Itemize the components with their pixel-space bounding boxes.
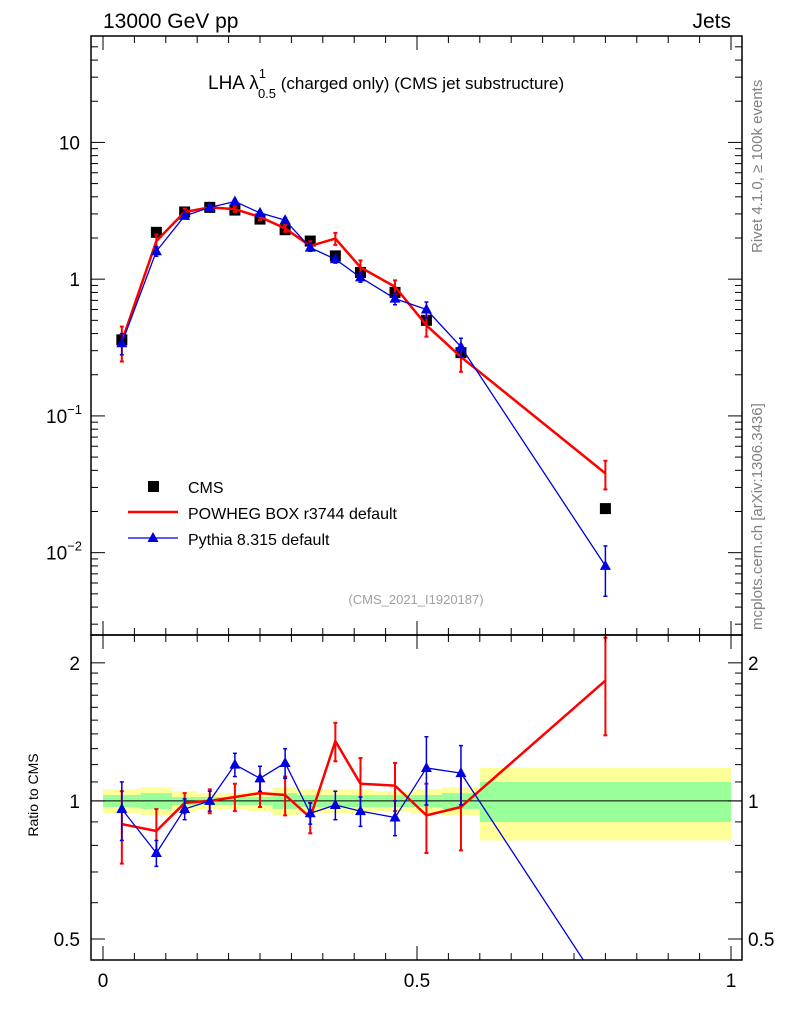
pythia-ratio-point [304,807,316,818]
pythia-point [229,195,241,206]
ratio-xtick-label: 0 [98,971,109,992]
pythia-ratio-point [455,767,467,778]
pythia-ratio-point [389,811,401,822]
main-ytick-label: 1 [69,270,80,291]
ratio-ytick-label-right: 1 [748,792,759,813]
cms-point [150,226,162,238]
header-right: Jets [692,10,731,33]
ratio-xtick-label: 0.5 [404,971,430,992]
legend-cms-label: CMS [188,480,224,497]
pythia-point [116,337,128,348]
pythia-ratio-point [279,756,291,767]
pythia-point [329,253,341,264]
pythia-ratio-line [121,762,585,960]
powheg-ratio-line [121,679,607,833]
main-ytick-label: 10−2 [46,539,82,565]
ratio-xtick-label: 1 [726,971,737,992]
legend-powheg-label: POWHEG BOX r3744 default [188,506,398,523]
pythia-point [204,201,216,212]
ratio-ytick-label-right: 0.5 [748,930,774,951]
main-ytick-base: 10 [46,544,67,565]
main-ytick-label: 10−1 [46,402,82,428]
main-ytick-label: 10 [59,133,80,154]
pythia-point [455,340,467,351]
ratio-band-inner [479,781,731,822]
legend: CMS POWHEG BOX r3744 default Pythia 8.31… [128,480,398,549]
title-suffix: (charged only) (CMS jet substructure) [276,74,564,93]
cms-point [599,503,611,515]
ratio-uncertainty-bands [91,767,742,841]
rivet-label: Rivet 4.1.0, ≥ 100k events [749,80,766,253]
ratio-ytick-label-left: 2 [69,654,80,675]
main-ytick-base: 10 [46,407,67,428]
pythia-ratio-point [179,803,191,814]
title-prefix: LHA λ [208,73,259,94]
ratio-ytick-label-right: 2 [748,654,759,675]
pythia-ratio-point [329,798,341,809]
ratio-ytick-label-left: 1 [69,792,80,813]
pythia-line [121,200,606,567]
pythia-point [599,559,611,570]
plot-title: LHA λ1 0.5 (charged only) (CMS jet substr… [208,66,564,101]
pythia-ratio-point [229,758,241,769]
pythia-point [304,241,316,252]
pythia-ratio-point [150,846,162,857]
pythia-point [179,209,191,220]
pythia-point [389,292,401,303]
main-ytick-exp: −2 [67,539,82,554]
pythia-point [279,214,291,225]
header-left: 13000 GeV pp [103,10,238,33]
pythia-point [254,206,266,217]
ratio-ylabel: Ratio to CMS [25,753,41,836]
ratio-plot-data [116,636,608,960]
pythia-ratio-point [254,772,266,783]
pythia-ratio-point [420,761,432,772]
pythia-ratio-point [204,794,216,805]
mcplots-label: mcplots.cern.ch [arXiv:1306.3436] [749,403,766,630]
main-ytick-exp: −1 [67,402,82,417]
analysis-id: (CMS_2021_I1920187) [348,592,483,607]
powheg-line [120,206,607,475]
pythia-point [354,271,366,282]
pythia-point [150,245,162,256]
legend-pythia-marker [147,532,159,542]
legend-cms-marker [148,481,159,492]
title-sub: 0.5 [258,86,276,101]
title-sup: 1 [259,66,266,81]
pythia-ratio-point [354,805,366,816]
main-plot-data [116,195,611,598]
ratio-ytick-label-left: 0.5 [54,930,80,951]
pythia-point [420,303,432,314]
legend-pythia-label: Pythia 8.315 default [188,532,330,549]
pythia-ratio-point [116,803,128,814]
